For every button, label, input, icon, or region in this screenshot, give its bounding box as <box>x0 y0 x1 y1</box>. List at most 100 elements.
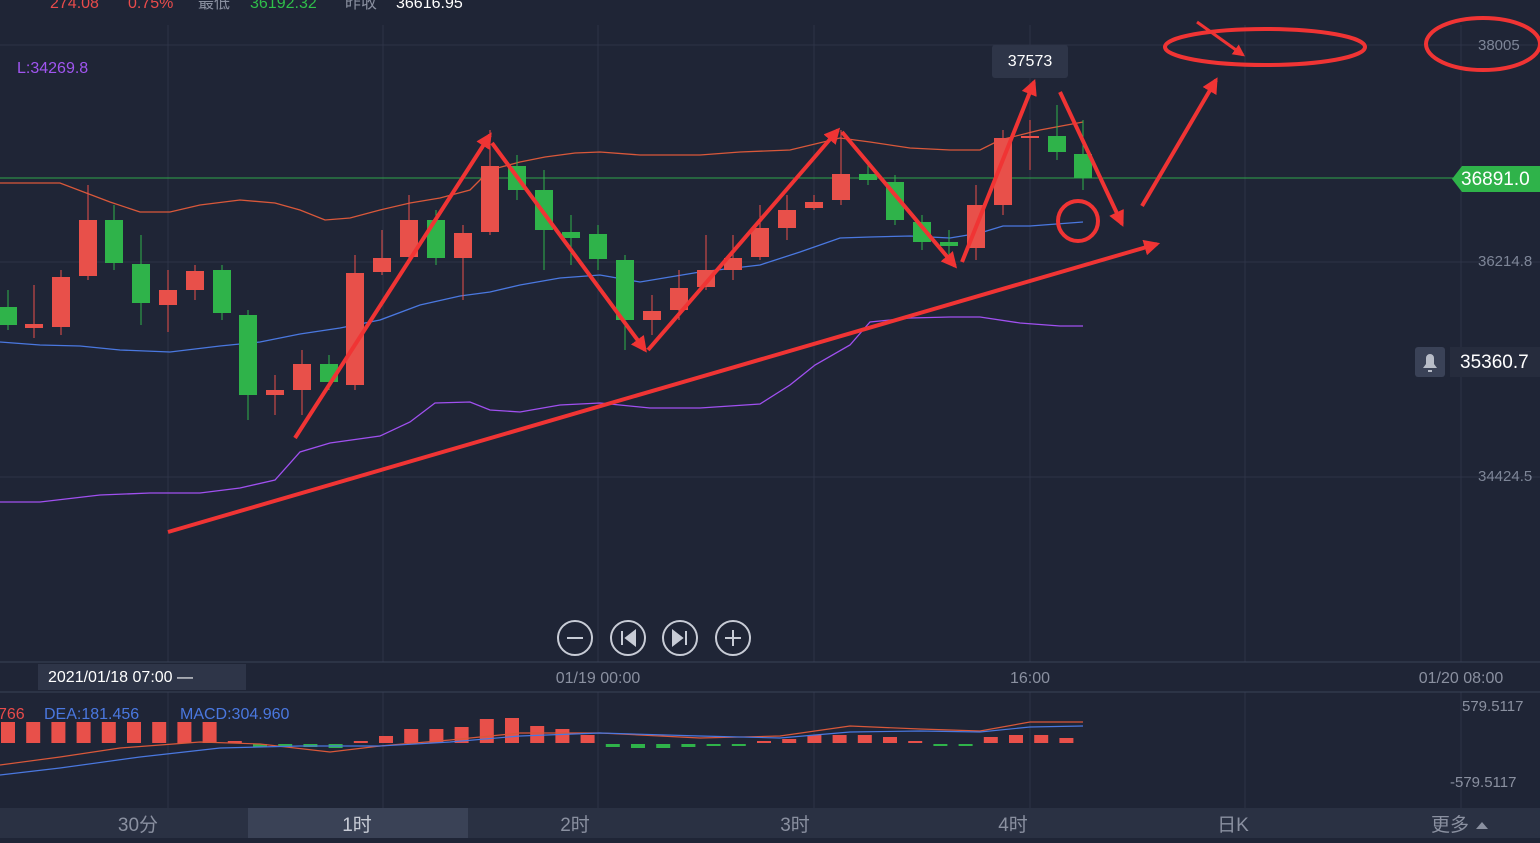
macd-bar <box>983 737 998 743</box>
macd-bottom: -579.5117 <box>1450 774 1516 791</box>
price-axis-label: 34424.5 <box>1478 468 1532 485</box>
candle-body <box>778 210 796 228</box>
candle-body <box>994 138 1012 205</box>
candle-body <box>373 258 391 272</box>
candle-body <box>589 234 607 259</box>
candle-body <box>213 270 231 313</box>
tab[interactable]: 日K <box>1217 815 1249 836</box>
tabs: 30分 1时 2时 3时 4时 日K 更多 <box>118 814 1488 836</box>
alert-price-box <box>1450 347 1540 377</box>
low-label: 最低 <box>198 0 230 12</box>
macd-bar <box>152 722 167 743</box>
candle-body <box>940 242 958 246</box>
macd-bar <box>883 737 897 743</box>
candle-body <box>805 202 823 208</box>
zoom-controls <box>557 620 751 656</box>
tab[interactable]: 2时 <box>560 814 590 836</box>
peak-label: 37573 <box>1008 53 1053 70</box>
bell-icon <box>1423 354 1437 372</box>
macd-bar <box>253 744 267 747</box>
candle-body <box>79 220 97 276</box>
macd-bar <box>731 744 746 746</box>
macd-bar <box>202 722 217 743</box>
price-axis-label: 36214.8 <box>1478 253 1532 270</box>
last[interactable] <box>662 620 698 656</box>
dif: 766 <box>0 706 25 723</box>
macd-bar <box>807 735 822 743</box>
prev-close-label: 昨收 <box>345 0 377 12</box>
candle-body <box>859 174 877 180</box>
candle-body <box>239 315 257 395</box>
macd-bar <box>757 741 771 743</box>
zoom-out[interactable] <box>557 620 593 656</box>
upper-band <box>0 121 1084 221</box>
macd-bar <box>278 744 293 747</box>
low: 36192.32 <box>250 0 317 12</box>
macd-bar <box>404 729 419 743</box>
tab-selected <box>248 808 468 838</box>
candle-body <box>751 228 769 257</box>
candle-body <box>186 271 204 290</box>
macd-bar <box>429 729 444 743</box>
tab[interactable]: 4时 <box>998 814 1028 836</box>
candle-body <box>266 390 284 395</box>
macd-bar <box>706 744 721 746</box>
dif-line <box>0 721 1083 766</box>
dea-line <box>0 725 1084 776</box>
macd-bar <box>530 726 545 743</box>
macd-bar <box>933 744 948 746</box>
candle-body <box>616 260 634 320</box>
candle-body <box>25 324 43 328</box>
candle-body <box>1021 136 1039 138</box>
tab-bar <box>0 808 1540 838</box>
candle-body <box>697 270 715 287</box>
change: 274.08 <box>50 0 99 12</box>
macd-bar <box>681 744 696 747</box>
more-arrow <box>1476 822 1488 829</box>
cursor-box <box>38 664 246 690</box>
tab[interactable]: 更多 <box>1431 814 1469 836</box>
candle-body <box>132 264 150 303</box>
time-label: 01/20 08:00 <box>1419 670 1504 687</box>
price-axis-label: 38005 <box>1478 37 1520 54</box>
macd-bar <box>656 744 671 748</box>
macd-bar <box>1 722 15 743</box>
tab[interactable]: 30分 <box>118 814 158 836</box>
macd-bar <box>908 741 923 743</box>
first[interactable] <box>610 620 646 656</box>
macd-bar <box>379 736 393 743</box>
candle-body <box>1048 136 1066 152</box>
current-price: 36891.0 <box>1461 169 1530 190</box>
alert-price: 35360.7 <box>1460 352 1529 373</box>
macd-bar <box>555 729 570 743</box>
macd-bar <box>1034 735 1049 743</box>
zoom-in[interactable] <box>715 620 751 656</box>
percent: 0.75% <box>128 0 173 12</box>
candle-body <box>52 277 70 327</box>
macd-bar <box>832 735 847 743</box>
candle-body <box>643 311 661 320</box>
macd-value: MACD:304.960 <box>180 706 289 723</box>
time-label: 16:00 <box>1010 670 1050 687</box>
macd-bar <box>127 722 141 743</box>
macd-bar <box>353 741 368 743</box>
lower-band-line <box>0 316 1083 503</box>
annotation-arrows <box>167 20 1245 534</box>
candle-body <box>1074 154 1092 178</box>
candle-body <box>293 364 311 390</box>
cursor-time: 2021/01/18 07:00 — <box>48 669 193 686</box>
tab[interactable]: 1时 <box>342 814 372 836</box>
candle-body <box>670 288 688 310</box>
lower-band: L:34269.8 <box>17 60 88 77</box>
candle-body <box>105 220 123 263</box>
macd-bar <box>958 744 973 746</box>
candle-body <box>724 258 742 270</box>
macd-bar <box>1009 735 1023 743</box>
tab[interactable]: 3时 <box>780 814 810 836</box>
candle-body <box>346 273 364 385</box>
macd-bar <box>631 744 645 748</box>
macd-bar <box>580 735 595 743</box>
macd-bar <box>177 722 192 743</box>
